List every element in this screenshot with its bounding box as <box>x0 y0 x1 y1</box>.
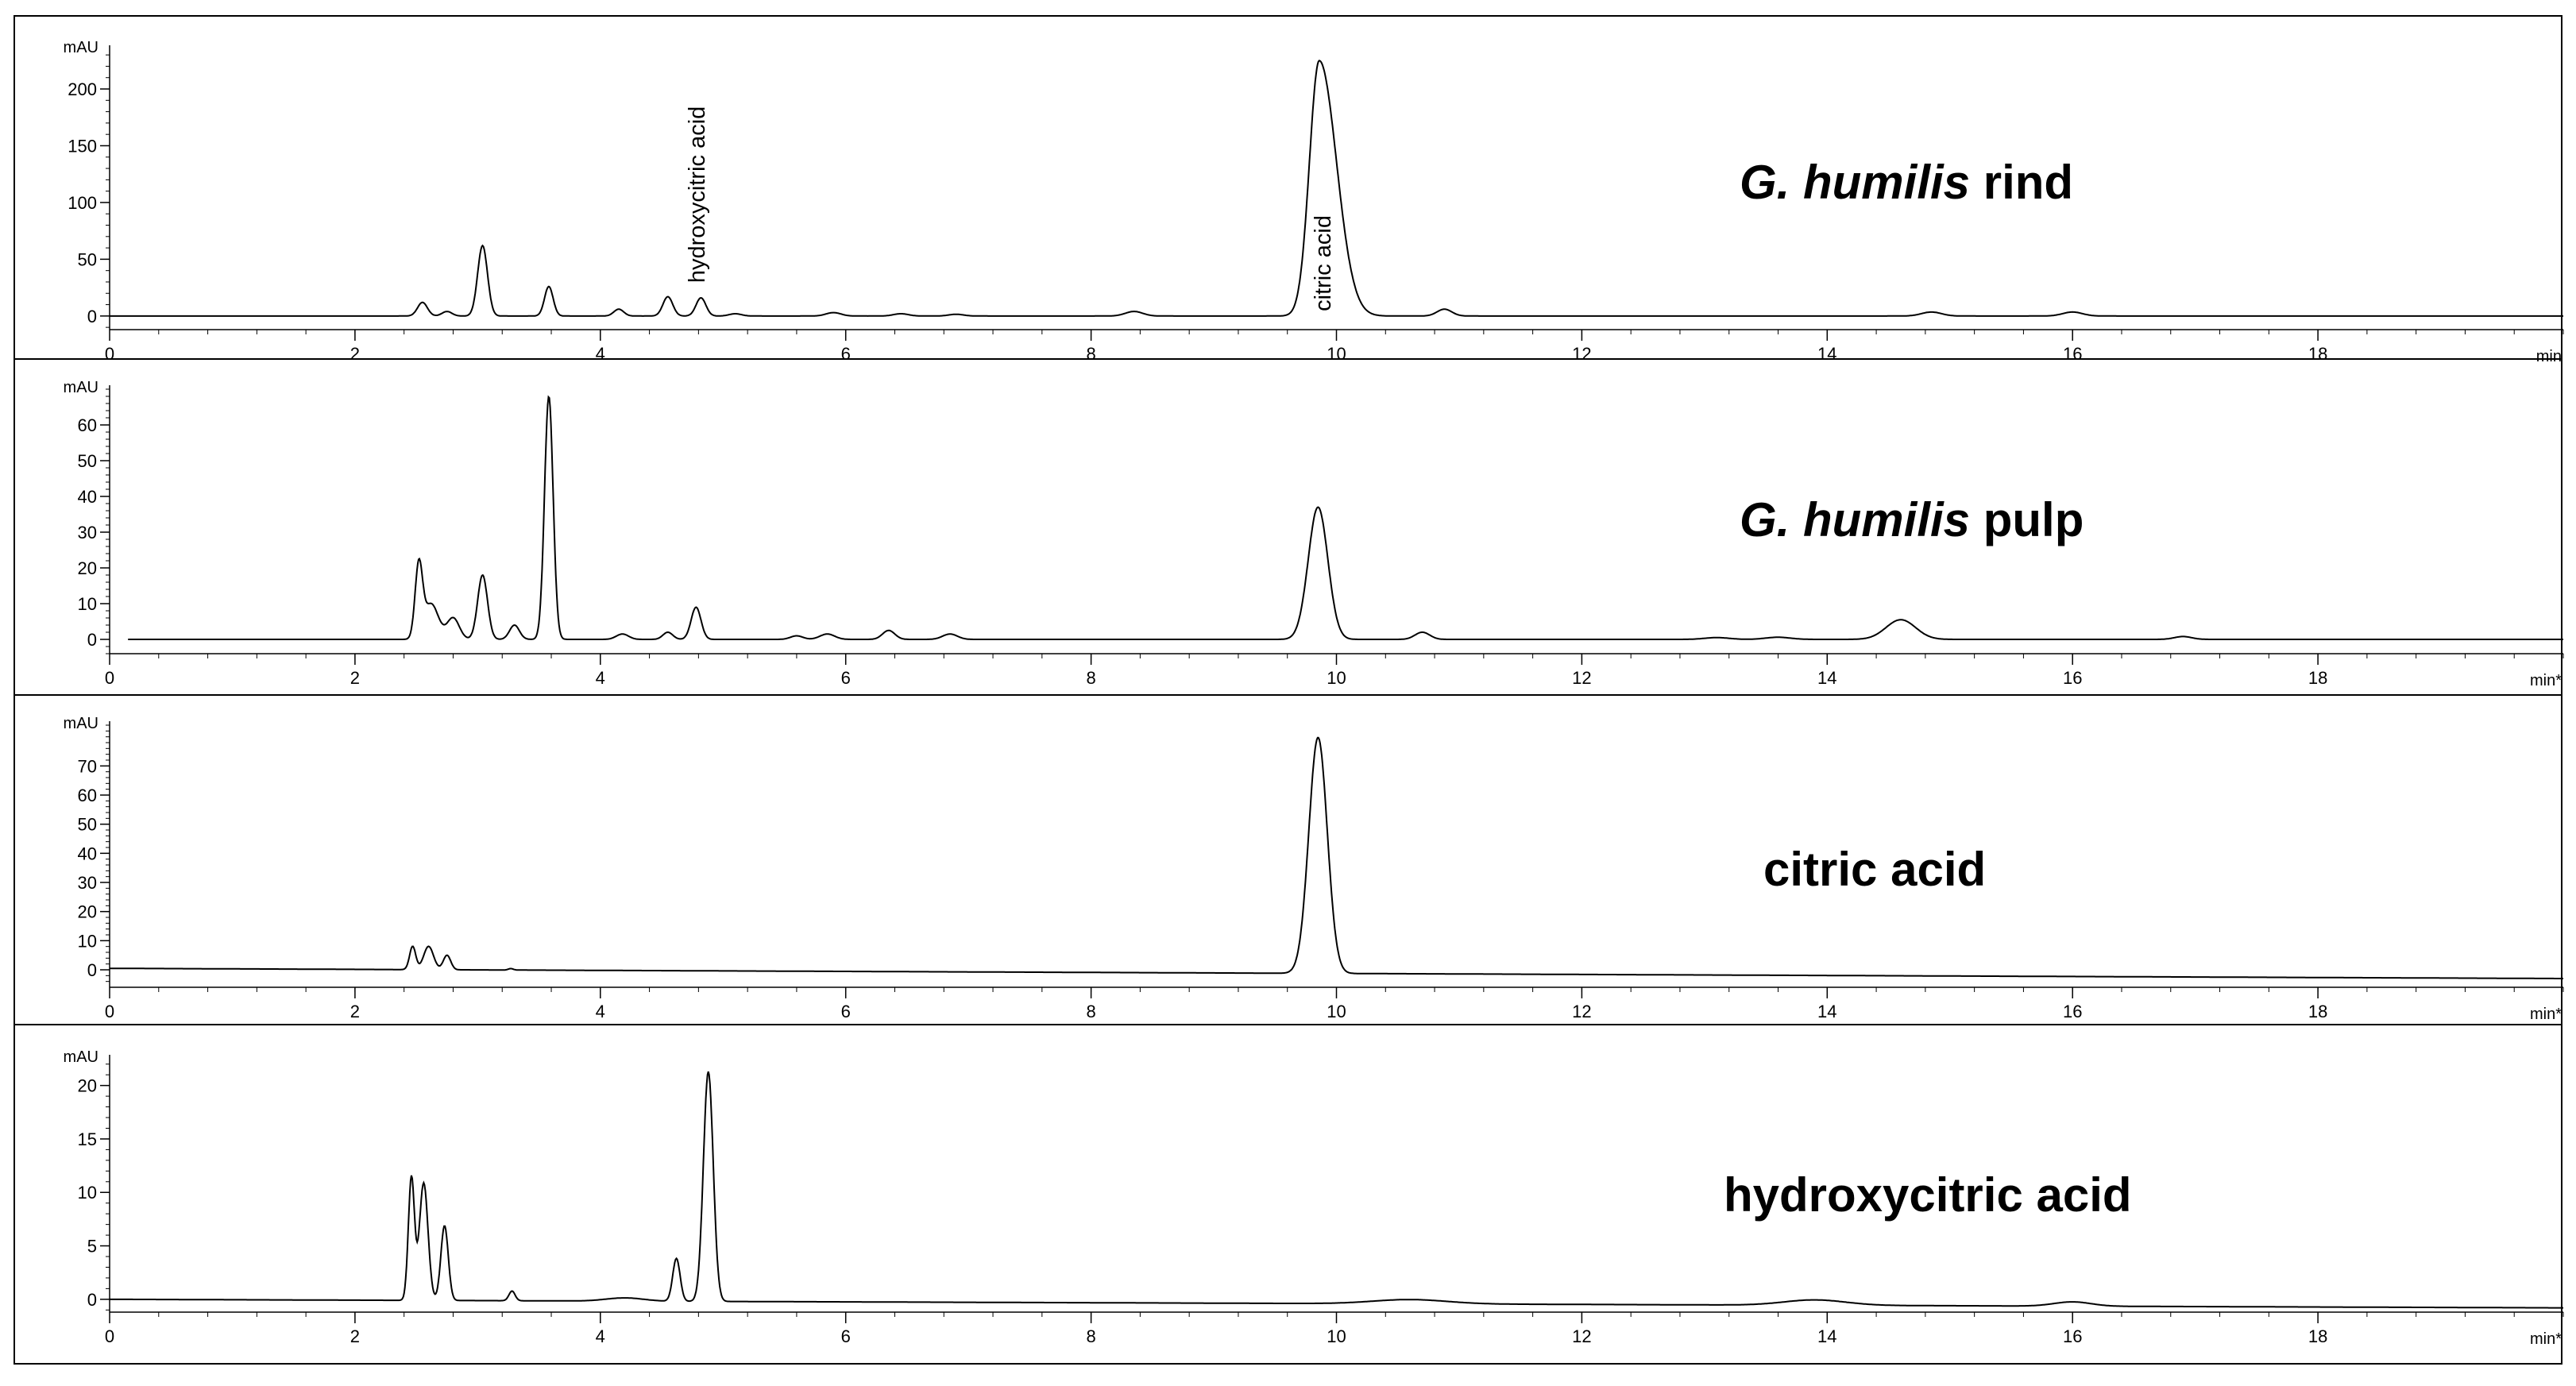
y-tick-label: 0 <box>87 1290 97 1310</box>
y-axis-unit: mAU <box>64 715 98 732</box>
x-tick-label: 6 <box>841 344 851 364</box>
x-tick-label: 14 <box>1817 1002 1836 1021</box>
x-tick-label: 12 <box>1572 1002 1591 1021</box>
x-tick-label: 0 <box>105 668 114 688</box>
chromatogram-trace <box>110 736 2563 979</box>
y-tick-label: 0 <box>87 307 97 326</box>
x-tick-label: 16 <box>2063 1002 2082 1021</box>
sample-title-text: citric acid <box>1763 843 1986 896</box>
y-tick-label: 0 <box>87 630 97 650</box>
x-tick-label: 4 <box>596 1326 605 1346</box>
x-tick-label: 16 <box>2063 668 2082 688</box>
x-tick-label: 14 <box>1817 1326 1836 1346</box>
sample-title: citric acid <box>1763 843 1986 896</box>
y-tick-label: 0 <box>87 960 97 980</box>
x-tick-label: 16 <box>2063 1326 2082 1346</box>
chromatogram-trace <box>128 395 2563 640</box>
sample-title: G. humilis pulp <box>1740 493 2084 546</box>
x-tick-label: 4 <box>596 1002 605 1021</box>
chromatogram-trace <box>109 1071 2563 1309</box>
y-tick-label: 40 <box>78 844 97 863</box>
y-tick-label: 15 <box>78 1129 97 1149</box>
x-axis-unit: min <box>2536 348 2562 365</box>
x-tick-label: 18 <box>2308 1326 2327 1346</box>
x-axis-unit: min* <box>2530 672 2562 689</box>
y-tick-label: 10 <box>78 1183 97 1203</box>
x-tick-label: 10 <box>1327 1326 1346 1346</box>
y-tick-label: 5 <box>87 1237 97 1257</box>
y-tick-label: 20 <box>78 1076 97 1096</box>
x-tick-label: 18 <box>2308 344 2327 364</box>
y-tick-label: 60 <box>78 786 97 805</box>
chromatogram-panel-1: 0 50 100 150 200 mAU 0 2 4 6 8 10 12 14 16 18 min hydroxy… <box>64 39 2564 365</box>
x-tick-label: 14 <box>1817 668 1836 688</box>
y-tick-label: 150 <box>68 136 97 156</box>
sample-title-italic: G. humilis <box>1740 493 1970 546</box>
x-axis-unit: min* <box>2530 1006 2562 1023</box>
sample-title-text: pulp <box>1970 493 2084 546</box>
y-tick-label: 50 <box>78 249 97 269</box>
chromatogram-trace <box>110 60 2563 317</box>
chromatogram-panel-2: 0 10 20 30 40 50 60 mAU 0 2 4 6 8 10 12 14 16 18 min* G. hu… <box>64 379 2564 689</box>
y-axis-unit: mAU <box>64 379 98 396</box>
y-tick-label: 30 <box>78 523 97 542</box>
y-axis-unit: mAU <box>64 39 98 56</box>
y-tick-label: 40 <box>78 487 97 507</box>
x-tick-label: 2 <box>350 1002 360 1021</box>
sample-title: G. humilis rind <box>1740 156 2073 209</box>
peak-annotation: hydroxycitric acid <box>685 106 710 283</box>
x-tick-label: 10 <box>1327 1002 1346 1021</box>
x-tick-label: 18 <box>2308 1002 2327 1021</box>
x-tick-label: 2 <box>350 668 360 688</box>
x-tick-label: 12 <box>1572 668 1591 688</box>
x-tick-label: 0 <box>105 1002 114 1021</box>
x-tick-label: 2 <box>350 344 360 364</box>
peak-annotation: citric acid <box>1311 215 1336 311</box>
x-tick-label: 8 <box>1086 1326 1095 1346</box>
x-tick-label: 10 <box>1327 668 1346 688</box>
chromatogram-panel-4: 0 5 10 15 20 mAU 0 2 4 6 8 10 12 14 16 18 min* hydroxycit… <box>64 1048 2564 1348</box>
sample-title-text: rind <box>1970 156 2073 209</box>
y-tick-label: 50 <box>78 451 97 471</box>
y-axis-unit: mAU <box>64 1048 98 1066</box>
y-tick-label: 60 <box>78 415 97 435</box>
figure-frame <box>14 15 2562 1365</box>
y-tick-label: 100 <box>68 193 97 213</box>
y-tick-label: 10 <box>78 594 97 614</box>
x-tick-label: 14 <box>1817 344 1836 364</box>
sample-title: hydroxycitric acid <box>1724 1168 2132 1222</box>
x-tick-label: 16 <box>2063 344 2082 364</box>
x-tick-label: 4 <box>596 344 605 364</box>
sample-title-italic: G. humilis <box>1740 156 1970 209</box>
x-tick-label: 4 <box>596 668 605 688</box>
sample-title-text: hydroxycitric acid <box>1724 1168 2132 1222</box>
y-tick-label: 50 <box>78 815 97 835</box>
x-tick-label: 10 <box>1327 344 1346 364</box>
x-tick-label: 2 <box>350 1326 360 1346</box>
x-tick-label: 6 <box>841 1002 851 1021</box>
x-tick-label: 8 <box>1086 344 1095 364</box>
x-tick-label: 6 <box>841 668 851 688</box>
y-tick-label: 10 <box>78 931 97 951</box>
x-axis-unit: min* <box>2530 1330 2562 1348</box>
y-tick-label: 70 <box>78 756 97 776</box>
x-tick-label: 18 <box>2308 668 2327 688</box>
y-tick-label: 20 <box>78 902 97 922</box>
x-tick-label: 8 <box>1086 1002 1095 1021</box>
x-tick-label: 12 <box>1572 344 1591 364</box>
x-tick-label: 8 <box>1086 668 1095 688</box>
y-tick-label: 20 <box>78 558 97 578</box>
x-tick-label: 0 <box>105 344 114 364</box>
x-tick-label: 0 <box>105 1326 114 1346</box>
chromatogram-panel-3: 0 10 20 30 40 50 60 70 mAU 0 2 4 6 8 10 12 14 16 18 min* cit… <box>64 715 2564 1023</box>
y-tick-label: 200 <box>68 79 97 99</box>
x-tick-label: 6 <box>841 1326 851 1346</box>
y-tick-label: 30 <box>78 873 97 893</box>
x-tick-label: 12 <box>1572 1326 1591 1346</box>
